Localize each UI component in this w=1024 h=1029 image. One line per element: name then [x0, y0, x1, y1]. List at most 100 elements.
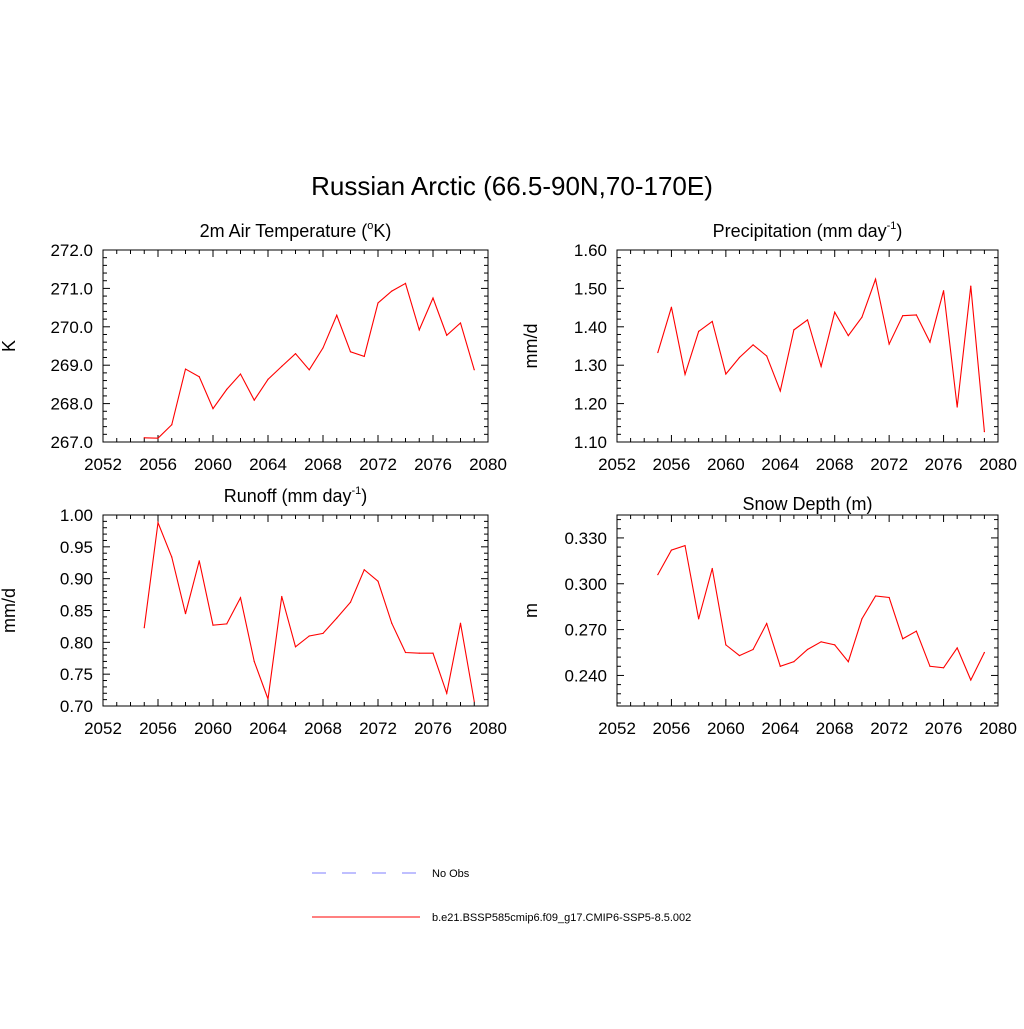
data-point: [157, 437, 159, 439]
data-point: [226, 623, 228, 625]
data-point: [956, 647, 958, 649]
x-tick-label: 2056: [653, 719, 691, 738]
data-point: [752, 648, 754, 651]
y-tick-label: 0.270: [564, 621, 607, 640]
data-point: [684, 544, 686, 547]
data-point: [391, 622, 393, 624]
y-tick-label: 1.20: [574, 395, 607, 414]
data-point: [902, 638, 904, 640]
data-point: [725, 644, 727, 646]
data-point: [929, 341, 931, 343]
y-tick-label: 269.0: [50, 356, 93, 375]
x-tick-label: 2060: [194, 719, 232, 738]
panel-title-superscript: -1: [887, 220, 897, 232]
data-point: [446, 334, 448, 336]
data-point: [377, 302, 379, 304]
series-line: [657, 544, 985, 682]
panel-title-part: ): [896, 221, 902, 241]
data-point: [253, 399, 255, 401]
data-point: [942, 667, 945, 669]
data-point: [738, 356, 741, 359]
data-point: [198, 560, 200, 562]
data-point: [670, 306, 673, 308]
y-tick-label: 0.330: [564, 529, 607, 548]
x-tick-label: 2052: [84, 455, 122, 474]
data-point: [226, 388, 228, 390]
data-point: [711, 567, 713, 570]
data-point: [267, 378, 269, 381]
data-point: [956, 406, 958, 408]
plot-frame: [616, 514, 999, 707]
x-tick-label: 2064: [761, 719, 799, 738]
data-point: [377, 580, 379, 582]
panel-title: Runoff (mm day-1): [224, 485, 368, 506]
data-point: [698, 330, 700, 333]
data-point: [942, 290, 945, 292]
x-tick-label: 2056: [653, 455, 691, 474]
x-tick-label: 2072: [870, 719, 908, 738]
x-tick-label: 2068: [304, 719, 342, 738]
data-point: [459, 322, 462, 324]
data-point: [983, 651, 985, 654]
data-point: [363, 355, 365, 357]
x-tick-label: 2064: [249, 719, 287, 738]
chart-panel: 2052 2056 2060 2064 2068 2072 2076 2080 0.70 0.75…: [0, 485, 507, 738]
panel-title-part: Snow Depth (m): [742, 494, 872, 514]
data-point: [363, 569, 365, 571]
data-point: [888, 343, 890, 345]
data-point: [446, 692, 448, 694]
data-point: [793, 329, 795, 331]
panel-title-part: Runoff (mm day: [224, 486, 352, 506]
panel-title-part: 2m Air Temperature (: [200, 221, 368, 241]
data-point: [281, 365, 283, 367]
legend-model-label: b.e21.BSSP585cmip6.f09_g17.CMIP6-SSP5-8.…: [432, 912, 691, 924]
data-point: [418, 652, 420, 654]
plot-grid: 2052 2056 2060 2064 2068 2072 2076 2080 267.0 268…: [0, 220, 1017, 738]
y-tick-label: 1.30: [574, 356, 607, 375]
data-point: [459, 622, 462, 624]
data-point: [888, 596, 890, 599]
y-tick-label: 267.0: [50, 433, 93, 452]
series-line: [143, 520, 475, 702]
data-point: [198, 376, 200, 378]
plot-frame: [102, 249, 489, 443]
panel-title: Snow Depth (m): [742, 494, 872, 514]
x-tick-label: 2076: [414, 719, 452, 738]
data-point: [281, 595, 283, 598]
chart-panel: 2052 2056 2060 2064 2068 2072 2076 2080 1.10 1.20…: [521, 220, 1017, 474]
data-point: [779, 390, 781, 392]
x-tick-label: 2068: [304, 455, 342, 474]
y-tick-label: 1.60: [574, 241, 607, 260]
data-point: [847, 661, 849, 663]
data-point: [766, 355, 768, 357]
data-point: [657, 573, 659, 576]
data-point: [738, 654, 741, 657]
x-tick-label: 2072: [359, 719, 397, 738]
data-point: [684, 373, 686, 376]
y-tick-label: 0.95: [60, 538, 93, 557]
y-tick-label: 0.90: [60, 570, 93, 589]
data-point: [874, 595, 877, 597]
panel-title-part: K): [373, 221, 391, 241]
chart-panel: 2052 2056 2060 2064 2068 2072 2076 2080 267.0 268…: [0, 220, 507, 474]
data-point: [212, 407, 214, 410]
data-point: [432, 652, 434, 654]
y-axis-label: K: [0, 340, 19, 352]
y-tick-label: 272.0: [50, 241, 93, 260]
data-point: [143, 437, 145, 439]
legend: No Obs b.e21.BSSP585cmip6.f09_g17.CMIP6-…: [312, 868, 691, 924]
data-point: [473, 700, 475, 703]
data-point: [143, 627, 145, 629]
data-point: [253, 660, 255, 663]
data-point: [418, 329, 420, 331]
y-tick-label: 1.00: [60, 506, 93, 525]
data-point: [171, 424, 173, 426]
legend-obs-label: No Obs: [432, 868, 470, 880]
x-tick-label: 2076: [925, 719, 963, 738]
data-point: [239, 373, 242, 375]
plot-frame: [616, 249, 999, 443]
x-tick-label: 2060: [707, 455, 745, 474]
data-point: [349, 351, 352, 353]
data-point: [861, 316, 863, 318]
